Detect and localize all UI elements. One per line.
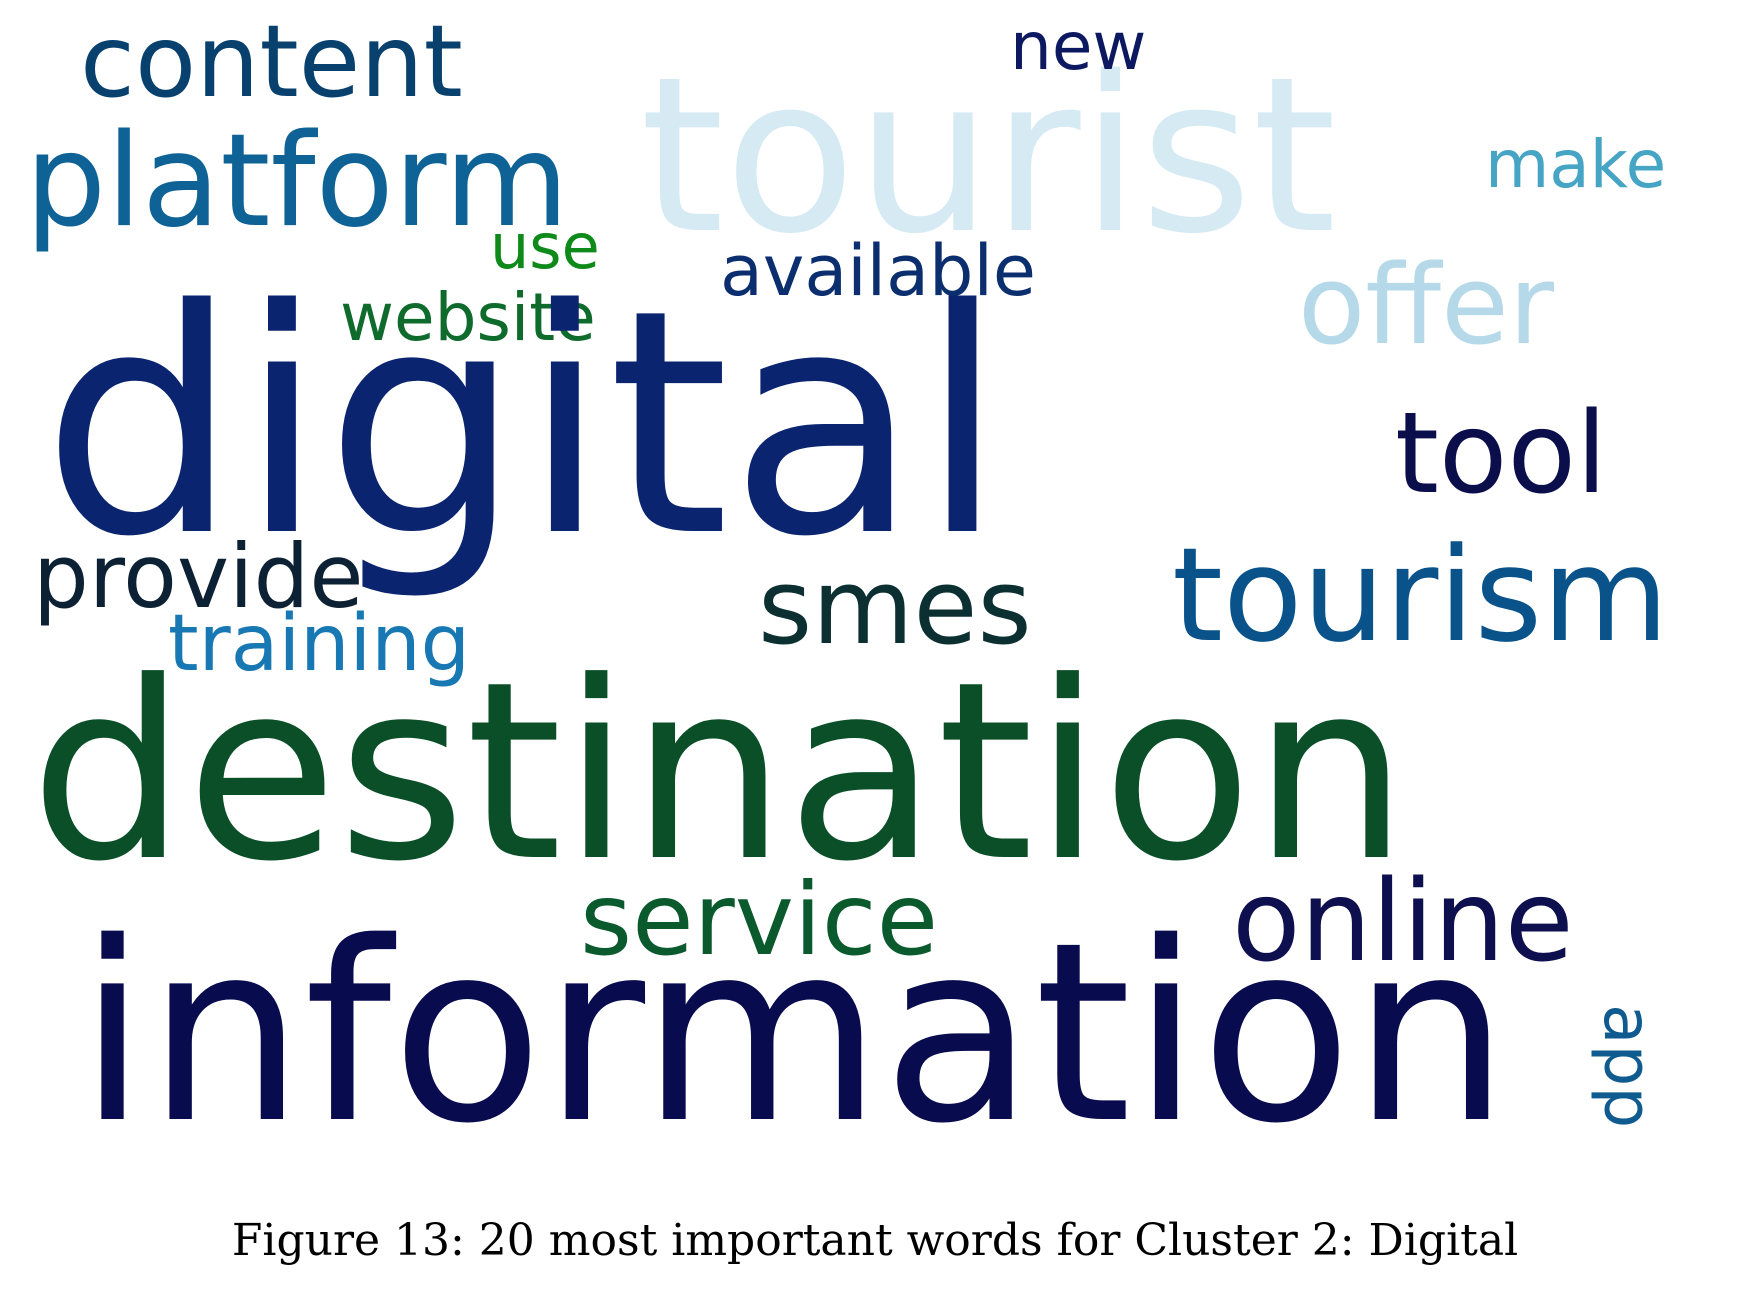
word-smes: smes xyxy=(758,546,1032,668)
word-website: website xyxy=(340,279,596,356)
word-destination: destination xyxy=(30,630,1409,916)
word-cloud: tourist content new platform make use av… xyxy=(25,3,1669,1178)
word-tool: tool xyxy=(1395,389,1608,519)
word-digital: digital xyxy=(42,244,1006,605)
word-information: information xyxy=(78,890,1510,1178)
word-new: new xyxy=(1010,8,1147,85)
word-use: use xyxy=(490,210,600,283)
word-service: service xyxy=(580,861,939,978)
word-online: online xyxy=(1232,857,1574,987)
word-make: make xyxy=(1485,126,1667,203)
word-available: available xyxy=(720,230,1036,312)
word-content: content xyxy=(80,3,463,120)
word-provide: provide xyxy=(33,525,364,628)
word-tourist: tourist xyxy=(640,30,1337,281)
word-tourism: tourism xyxy=(1172,519,1669,671)
word-platform: platform xyxy=(25,107,569,256)
word-training: training xyxy=(168,599,471,689)
word-app: app xyxy=(1589,1004,1666,1129)
word-offer: offer xyxy=(1298,241,1554,369)
figure-caption: Figure 13: 20 most important words for C… xyxy=(231,1215,1519,1266)
